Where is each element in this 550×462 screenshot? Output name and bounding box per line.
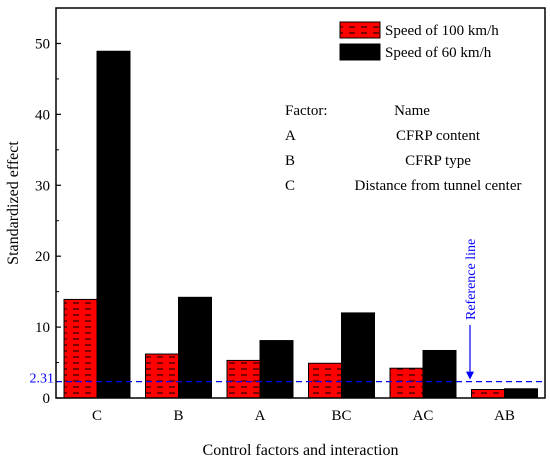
- x-tick-label-c: C: [92, 408, 102, 424]
- bar-speed-100-c: [63, 298, 98, 399]
- y-tick-labels: 0 10 20 30 40 50: [35, 36, 50, 407]
- reference-annotation: Reference line: [464, 239, 479, 320]
- y-tick-label: 0: [43, 391, 51, 407]
- factor-table: Factor: Name A CFRP content B CFRP type C Dista…: [285, 103, 522, 194]
- factor-table-code-a: A: [285, 128, 296, 144]
- x-tick-labels: C B A BC AC AB: [92, 408, 515, 424]
- y-tick-label: 50: [35, 36, 50, 52]
- legend-label-speed-100: Speed of 100 km/h: [385, 23, 499, 39]
- x-tick-label-ab: AB: [494, 408, 515, 424]
- x-tick-label-bc: BC: [331, 408, 351, 424]
- factor-table-code-b: B: [285, 153, 295, 169]
- x-tick-label-a: A: [255, 408, 266, 424]
- factor-table-code-c: C: [285, 178, 295, 194]
- legend-swatch-speed-60: [339, 43, 381, 61]
- bar-speed-100-ab: [471, 388, 505, 399]
- reference-value-label: 2.31: [30, 372, 55, 387]
- y-tick-label: 20: [35, 249, 50, 265]
- y-tick-label: 30: [35, 178, 50, 194]
- bar-speed-60-c: [96, 50, 131, 399]
- bar-speed-60-ab: [504, 388, 538, 399]
- bar-speed-60-b: [178, 296, 212, 399]
- bar-speed-60-a: [259, 340, 294, 399]
- legend-label-speed-60: Speed of 60 km/h: [385, 45, 492, 61]
- factor-table-name-b: CFRP type: [405, 153, 471, 169]
- bar-speed-100-a: [226, 359, 261, 399]
- factor-table-header-factor: Factor:: [285, 103, 328, 119]
- y-tick-label: 40: [35, 107, 50, 123]
- bar-speed-100-b: [145, 353, 179, 399]
- bar-speed-60-bc: [341, 312, 375, 399]
- reference-arrow-head: [466, 371, 474, 380]
- reference-line-group: 2.31 Reference line: [30, 239, 545, 387]
- plot-frame: [55, 7, 546, 399]
- factor-table-header-name: Name: [394, 103, 430, 119]
- y-tick-label: 10: [35, 320, 50, 336]
- bar-speed-60-ac: [422, 349, 457, 399]
- y-axis-title: Standardized effect: [5, 141, 22, 265]
- bar-speed-100-bc: [308, 362, 342, 399]
- x-axis-title: Control factors and interaction: [203, 442, 399, 459]
- bars: [63, 50, 538, 399]
- legend: Speed of 100 km/h Speed of 60 km/h: [339, 21, 499, 61]
- factor-table-name-a: CFRP content: [396, 128, 481, 144]
- factor-table-name-c: Distance from tunnel center: [354, 178, 521, 194]
- x-tick-label-b: B: [173, 408, 183, 424]
- bar-speed-100-ac: [389, 367, 424, 399]
- legend-swatch-speed-100: [339, 21, 381, 39]
- x-tick-label-ac: AC: [413, 408, 434, 424]
